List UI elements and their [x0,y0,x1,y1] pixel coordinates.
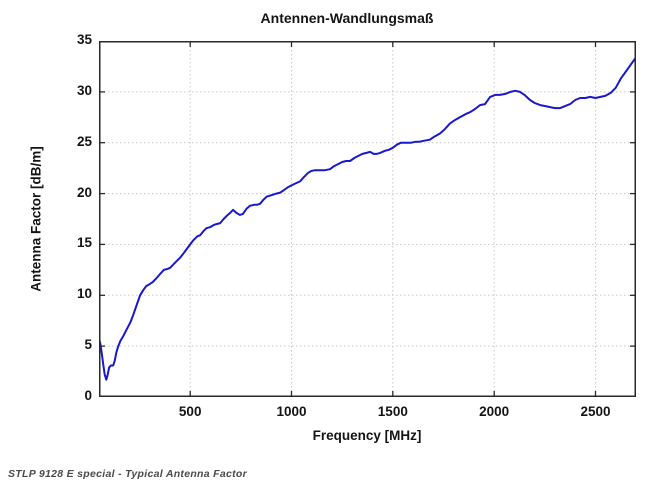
y-tick-label: 0 [84,388,92,403]
y-tick-label: 25 [76,133,92,149]
y-tick-label: 30 [76,82,92,98]
x-tick-label: 2000 [479,404,510,419]
y-tick-label: 5 [84,337,92,353]
plot-area [99,41,636,397]
figure-caption: STLP 9128 E special - Typical Antenna Fa… [8,468,248,480]
x-tick-label: 500 [178,404,202,419]
y-tick-label: 10 [76,286,92,302]
chart-title: Antennen-Wandlungsmaß [260,10,434,26]
x-tick-label: 1000 [276,404,307,419]
y-axis-label: Antenna Factor [dB/m] [28,146,44,292]
x-axis-label: Frequency [MHz] [312,428,422,443]
x-tick-label: 2500 [580,404,611,419]
y-tick-label: 15 [76,235,92,251]
x-tick-label: 1500 [377,404,408,419]
y-tick-label: 35 [76,32,92,47]
y-tick-label: 20 [76,184,92,200]
